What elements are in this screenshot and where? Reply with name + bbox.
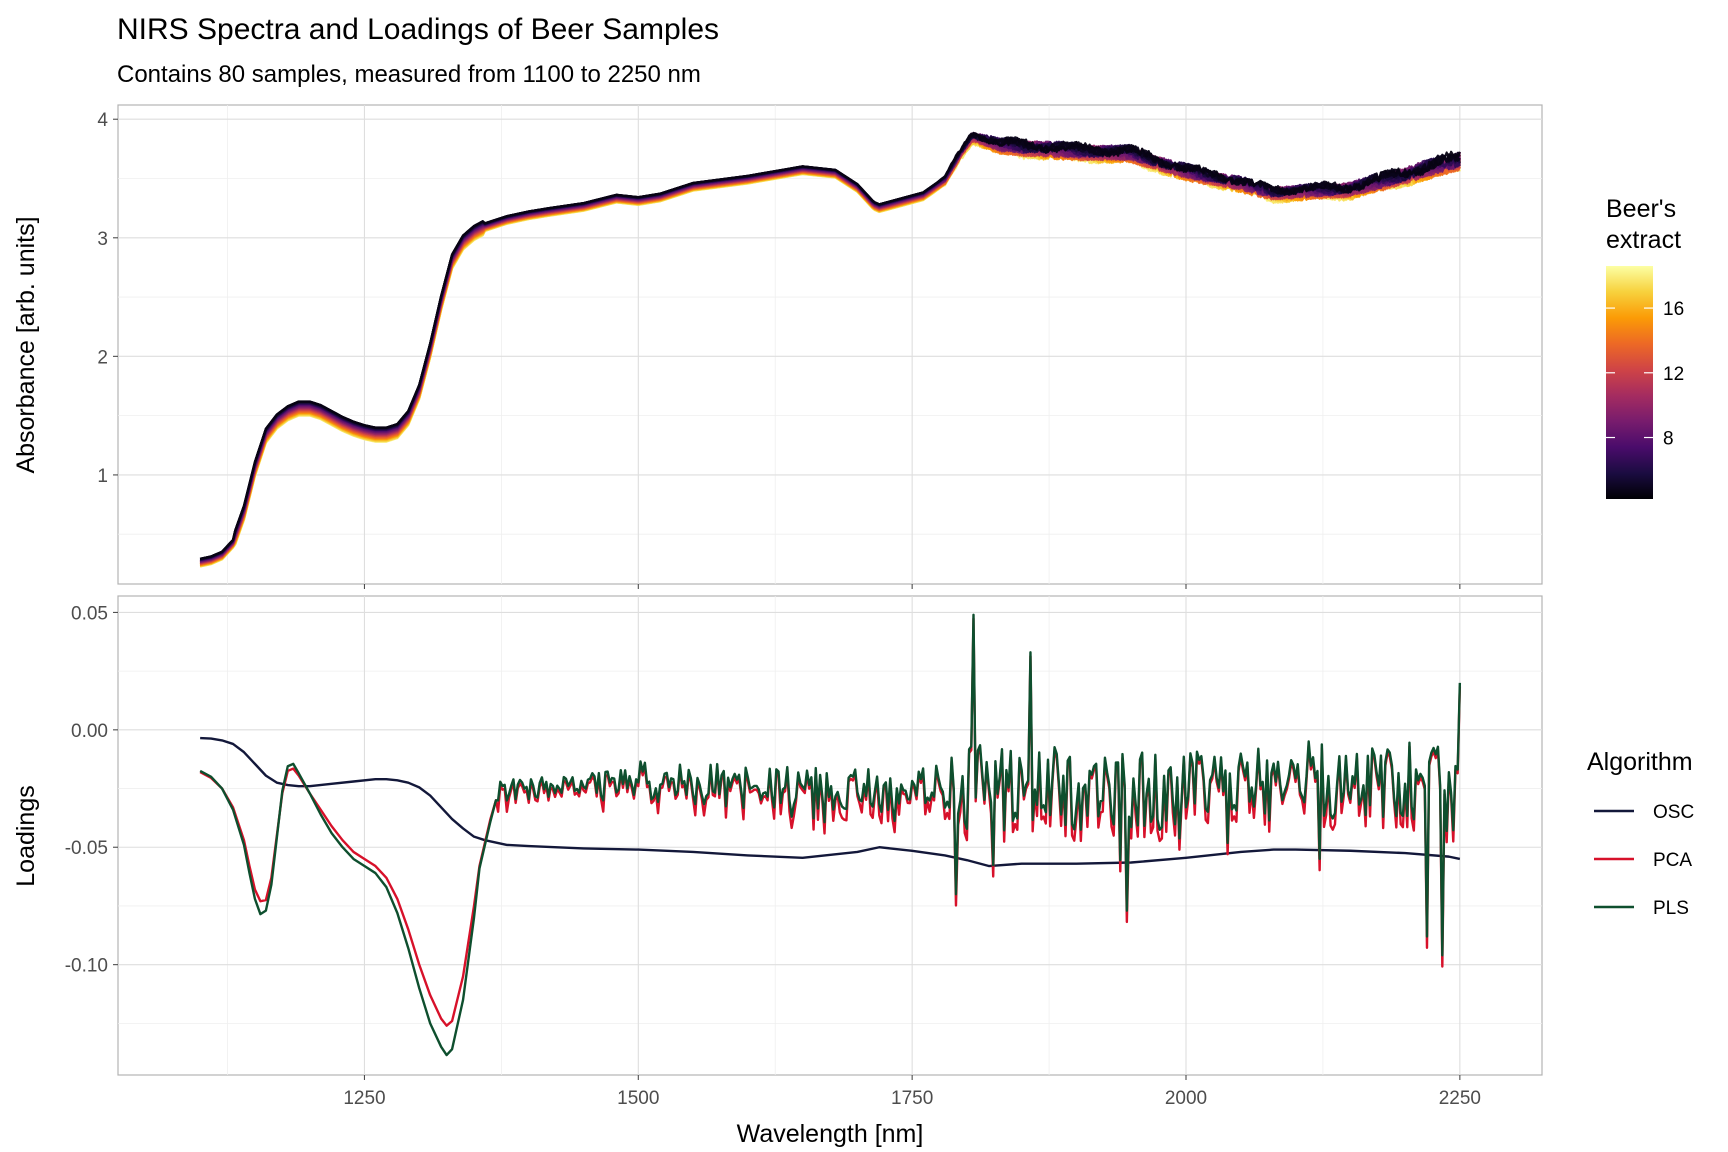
colorbar-ticks: 8 12 16 (1606, 299, 1684, 450)
x-tick-label: 1750 (891, 1088, 933, 1109)
bottom-y-axis-title: Loadings (12, 785, 40, 886)
chart-title: NIRS Spectra and Loadings of Beer Sample… (117, 13, 719, 46)
x-tick-label: 2250 (1439, 1088, 1481, 1109)
x-tick-label: 1500 (617, 1088, 659, 1109)
bottom-y-tick-label: -0.05 (65, 838, 108, 859)
colorbar-tick-label: 16 (1663, 299, 1684, 320)
chart-subtitle: Contains 80 samples, measured from 1100 … (117, 61, 701, 88)
top-y-tick-label: 4 (97, 110, 108, 131)
algorithm-legend: Algorithm OSC PCA PLS (1587, 748, 1694, 919)
legend-label-osc: OSC (1653, 802, 1694, 823)
top-panel: 1 2 3 4 Absorbance [arb. units] (12, 104, 1543, 585)
top-y-tick-label: 3 (97, 229, 108, 250)
top-y-axis-title: Absorbance [arb. units] (12, 216, 40, 473)
colorbar-tick-label: 12 (1663, 364, 1684, 385)
top-panel-y-ticks: 1 2 3 4 (97, 110, 118, 487)
color-legend-title-line-2: extract (1606, 226, 1681, 254)
bottom-panel-background (117, 595, 1543, 1076)
legend-label-pca: PCA (1653, 850, 1692, 871)
x-axis-ticks: 1250 1500 1750 2000 2250 (343, 584, 1481, 1109)
bottom-y-tick-label: -0.10 (65, 956, 108, 977)
legend-label-pls: PLS (1653, 898, 1689, 919)
bottom-y-tick-label: 0.05 (71, 603, 108, 624)
algorithm-legend-title: Algorithm (1587, 748, 1693, 776)
loading-line-pls (199, 613, 1462, 1057)
loadings-lines (199, 613, 1462, 1057)
x-tick-label: 1250 (343, 1088, 385, 1109)
x-axis-title: Wavelength [nm] (737, 1120, 924, 1148)
x-tick-label: 2000 (1165, 1088, 1207, 1109)
colorbar-tick-label: 8 (1663, 429, 1674, 450)
bottom-y-tick-label: 0.00 (71, 721, 108, 742)
color-legend: Beer's extract 8 12 16 (1606, 195, 1684, 499)
bottom-panel-grid (118, 596, 1542, 1075)
bottom-panel: 0.05 0.00 -0.05 -0.10 Loadings (12, 595, 1543, 1076)
loading-line-osc (200, 736, 1461, 868)
top-panel-grid (118, 105, 1542, 584)
spectrum-line (199, 133, 1461, 560)
colorbar (1606, 266, 1653, 499)
spectra-lines (199, 131, 1461, 568)
bottom-panel-y-ticks: 0.05 0.00 -0.05 -0.10 (65, 603, 118, 977)
algorithm-legend-items: OSC PCA PLS (1594, 802, 1694, 919)
top-y-tick-label: 1 (97, 466, 108, 487)
top-y-tick-label: 2 (97, 347, 108, 368)
color-legend-title-line-1: Beer's (1606, 195, 1676, 223)
